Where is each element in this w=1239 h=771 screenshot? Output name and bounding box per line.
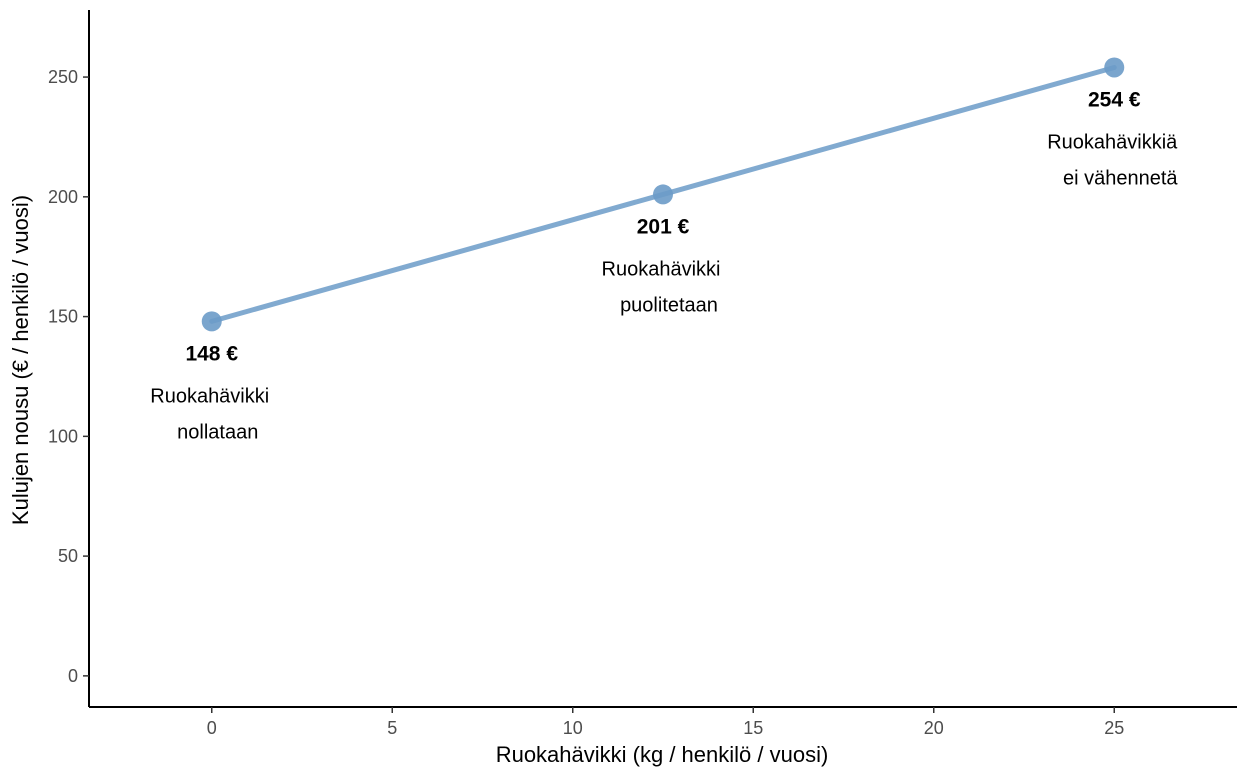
x-axis-title: Ruokahävikki (kg / henkilö / vuosi) [496,742,829,767]
y-tick-label: 200 [48,187,78,207]
scenario-label: Ruokahävikki [150,385,269,407]
data-point [653,184,673,205]
x-axis-ticks: 0 5 10 15 20 25 [207,707,1124,738]
x-tick-label: 15 [743,718,763,738]
x-tick-label: 10 [563,718,583,738]
series-layer [201,57,1125,332]
y-tick-label: 50 [58,546,78,566]
x-tick-label: 0 [207,718,217,738]
x-tick-label: 5 [387,718,397,738]
y-tick-label: 0 [68,666,78,686]
scenario-label: ei vähennetä [1063,167,1178,189]
scenario-label: nollataan [177,421,258,443]
value-label: 201 € [637,215,690,238]
y-tick-label: 150 [48,307,78,327]
annotation-layer: 148 € Ruokahävikki nollataan 201 € Ruokahävi… [150,88,1178,443]
scenario-label: Ruokahävikkiä [1047,131,1178,153]
y-axis-title: Kulujen nousu (€ / henkilö / vuosi) [8,195,33,525]
y-tick-label: 100 [48,426,78,446]
y-tick-label: 250 [48,67,78,87]
x-tick-label: 20 [924,718,944,738]
value-label: 254 € [1088,88,1141,111]
scenario-label: puolitetaan [620,294,718,316]
data-point [201,311,222,332]
data-point [1104,57,1125,78]
scenario-label: Ruokahävikki [602,258,721,280]
y-axis-ticks: 0 50 100 150 200 250 [48,67,89,686]
value-label: 148 € [185,342,238,365]
x-tick-label: 25 [1104,718,1124,738]
